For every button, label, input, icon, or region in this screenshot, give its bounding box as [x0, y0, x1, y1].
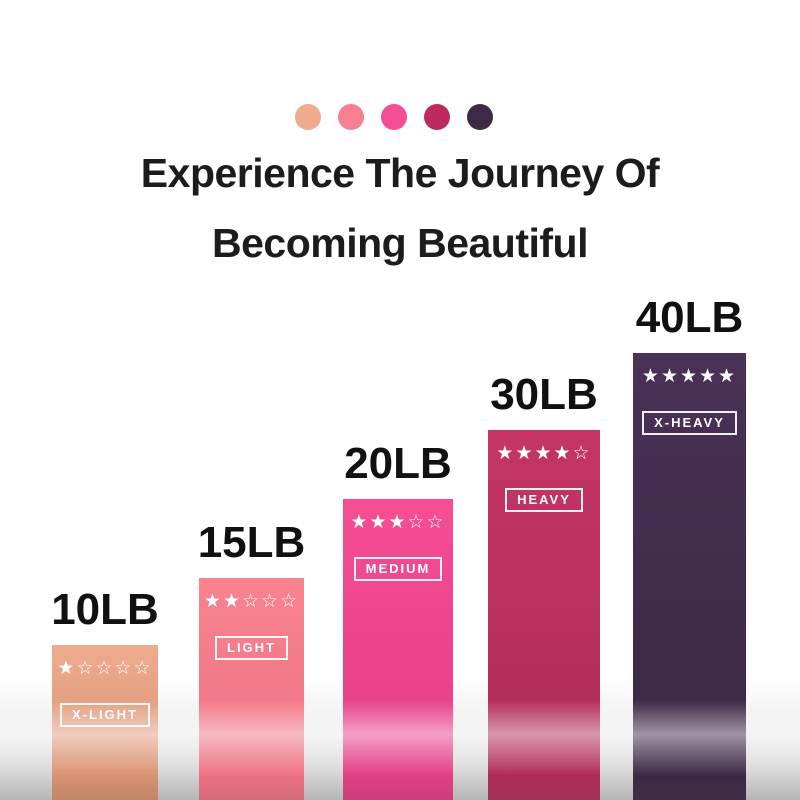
- bar-15lb: ★★☆☆☆ LIGHT: [199, 578, 304, 800]
- bar-20lb: ★★★☆☆ MEDIUM: [343, 499, 453, 800]
- palette-dot-x-light-icon: [295, 104, 321, 130]
- star-rating: ★★★★☆: [496, 442, 592, 464]
- headline-line-2: Becoming Beautiful: [212, 220, 588, 266]
- bar-10lb: ★☆☆☆☆ X-LIGHT: [52, 645, 158, 800]
- bar-weight-label: 20LB: [344, 439, 452, 488]
- bar-30lb: ★★★★☆ HEAVY: [488, 430, 600, 800]
- level-badge: X-LIGHT: [60, 703, 150, 727]
- bar-weight-label: 15LB: [197, 518, 306, 567]
- bar-group-20lb: 20LB ★★★☆☆ MEDIUM: [343, 442, 453, 800]
- headline: Experience The Journey Of Becoming Beaut…: [0, 138, 800, 278]
- level-badge: MEDIUM: [353, 557, 443, 581]
- palette-dot-light-icon: [338, 104, 364, 130]
- bar-weight-label: 30LB: [490, 370, 598, 419]
- star-rating: ★☆☆☆☆: [57, 657, 153, 679]
- star-rating: ★★★★★: [641, 365, 738, 387]
- bar-group-10lb: 10LB ★☆☆☆☆ X-LIGHT: [51, 588, 159, 800]
- star-rating: ★★☆☆☆: [203, 590, 300, 612]
- color-palette-dots: [0, 104, 788, 130]
- star-rating: ★★★☆☆: [350, 511, 446, 533]
- bar-40lb: ★★★★★ X-HEAVY: [633, 353, 746, 800]
- bar-group-15lb: 15LB ★★☆☆☆ LIGHT: [198, 521, 305, 800]
- level-badge: LIGHT: [215, 636, 288, 660]
- level-badge: HEAVY: [505, 488, 583, 512]
- bar-group-40lb: 40LB ★★★★★ X-HEAVY: [633, 296, 746, 800]
- headline-line-1: Experience The Journey Of: [140, 150, 660, 196]
- bar-weight-label: 10LB: [51, 585, 159, 634]
- bar-weight-label: 40LB: [635, 293, 744, 342]
- level-badge: X-HEAVY: [642, 411, 737, 435]
- bar-group-30lb: 30LB ★★★★☆ HEAVY: [488, 373, 600, 800]
- palette-dot-medium-icon: [381, 104, 407, 130]
- palette-dot-x-heavy-icon: [467, 104, 493, 130]
- palette-dot-heavy-icon: [424, 104, 450, 130]
